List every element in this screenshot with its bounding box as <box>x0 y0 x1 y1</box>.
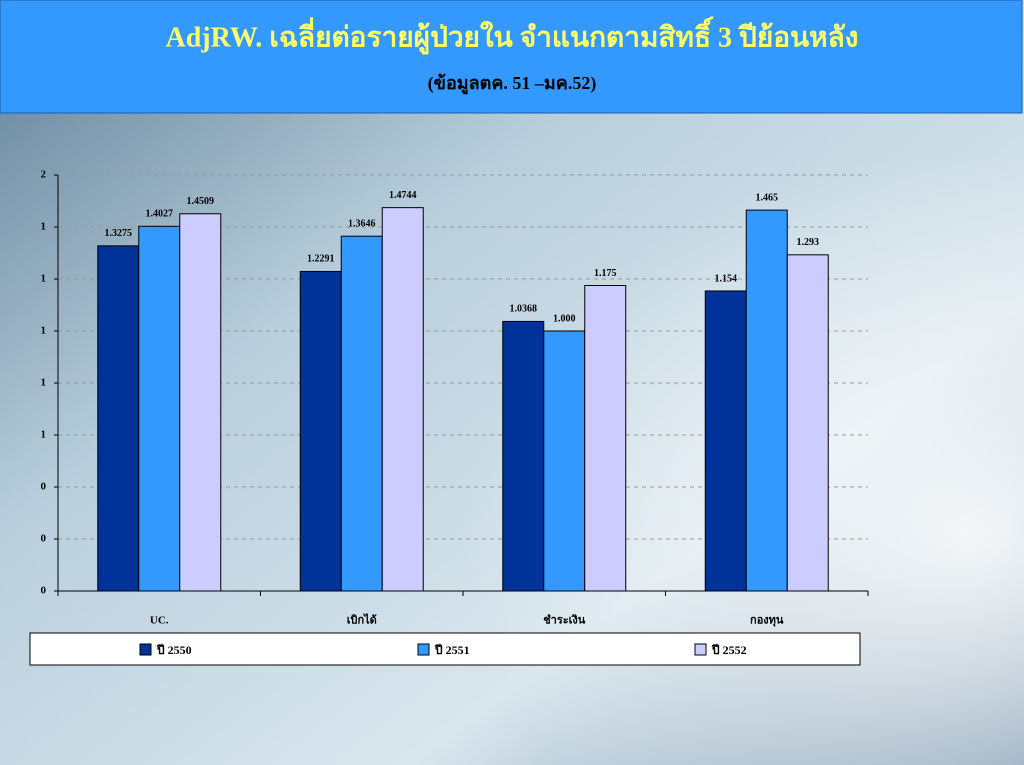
bar <box>502 320 545 592</box>
value-label: 1.175 <box>594 268 617 279</box>
chart-title: AdjRW. เฉลี่ยต่อรายผู้ป่วยใน จำแนกตามสิท… <box>166 16 859 54</box>
y-tick-label: 0 <box>41 533 47 545</box>
y-tick-label: 1 <box>41 377 47 389</box>
value-label: 1.154 <box>715 273 738 284</box>
value-label: 1.2291 <box>307 254 335 265</box>
value-label: 1.000 <box>553 313 576 324</box>
bar <box>704 290 747 592</box>
x-tick-label: ชำระเงิน <box>543 614 586 627</box>
bar <box>381 207 424 592</box>
bar <box>138 225 181 592</box>
y-tick-label: 1 <box>41 429 47 441</box>
value-label: 1.0368 <box>510 304 538 315</box>
y-tick-label: 1 <box>41 273 47 285</box>
legend-swatch <box>417 643 430 656</box>
legend-label: ปี 2550 <box>156 643 191 657</box>
y-tick-label: 0 <box>41 585 47 597</box>
value-label: 1.4027 <box>146 209 174 220</box>
x-tick-label: เบิกได้ <box>347 613 377 627</box>
y-tick-label: 2 <box>41 169 47 181</box>
bar <box>179 213 222 592</box>
y-tick-label: 1 <box>41 221 47 233</box>
legend-box <box>29 632 861 666</box>
value-label: 1.4509 <box>187 196 215 207</box>
y-tick-label: 0 <box>41 481 47 493</box>
bar <box>340 235 383 592</box>
x-tick-label: UC. <box>150 615 169 627</box>
x-tick-label: กองทุน <box>750 615 784 628</box>
y-tick-label: 1 <box>41 325 47 337</box>
bar <box>745 209 788 592</box>
legend-swatch <box>694 643 707 656</box>
value-label: 1.3646 <box>348 219 376 230</box>
legend-label: ปี 2552 <box>711 643 746 657</box>
legend-swatch <box>139 643 152 656</box>
header-box <box>0 0 1023 114</box>
chart-subtitle: (ข้อมูลตค. 51 –มค.52) <box>428 73 597 95</box>
bar <box>543 330 586 592</box>
bar <box>786 254 829 592</box>
bar <box>584 285 627 592</box>
legend-label: ปี 2551 <box>434 643 469 657</box>
value-label: 1.4744 <box>389 190 417 201</box>
value-label: 1.465 <box>756 192 779 203</box>
bar <box>97 245 140 592</box>
value-label: 1.3275 <box>105 228 133 239</box>
value-label: 1.293 <box>797 237 820 248</box>
bar <box>299 270 342 592</box>
